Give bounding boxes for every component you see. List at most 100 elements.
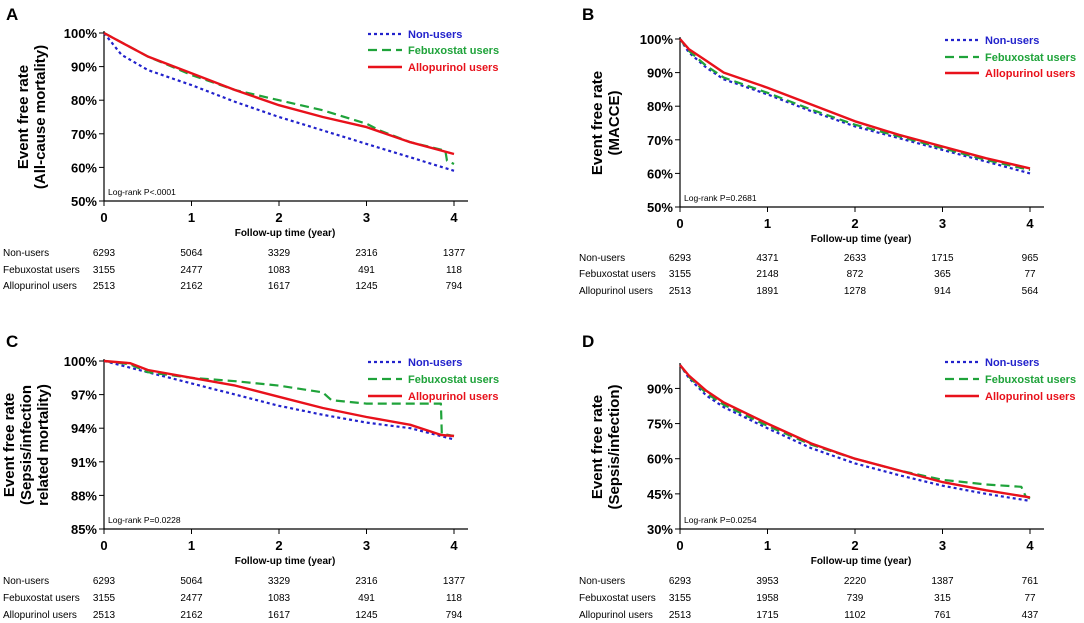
x-tick-label: 4: [1026, 216, 1034, 231]
risk-row-label: Non-users: [579, 576, 625, 587]
x-tick-label: 3: [939, 538, 946, 553]
series-line-allopurinol-users: [679, 38, 1031, 170]
y-tick-label: 100%: [64, 26, 98, 41]
panel-letter: D: [582, 332, 594, 351]
risk-row-label: Febuxostat users: [579, 269, 656, 280]
risk-cell: 365: [934, 269, 951, 280]
y-axis-label-line: Event free rate: [589, 71, 606, 175]
risk-cell: 1377: [443, 576, 466, 587]
y-tick-label: 90%: [647, 66, 673, 81]
risk-cell: 315: [934, 593, 951, 604]
risk-cell: 872: [847, 269, 864, 280]
risk-cell: 118: [446, 593, 462, 604]
legend-entry: Allopurinol users: [408, 62, 498, 74]
x-tick-label: 2: [851, 538, 858, 553]
x-tick-label: 0: [100, 538, 107, 553]
y-tick-label: 90%: [71, 60, 97, 75]
risk-cell: 1617: [268, 281, 291, 292]
x-tick-label: 3: [363, 210, 370, 225]
y-tick-label: 80%: [647, 99, 673, 114]
y-tick-label: 50%: [647, 200, 673, 215]
y-tick-label: 70%: [647, 133, 673, 148]
risk-cell: 3329: [268, 248, 291, 259]
risk-cell: 3155: [93, 593, 116, 604]
log-rank-annotation: Log-rank P=0.0228: [108, 515, 181, 525]
y-axis-label-line: (Sepsis/infection): [606, 384, 623, 509]
legend-entry: Allopurinol users: [985, 391, 1075, 403]
y-tick-label: 80%: [71, 93, 97, 108]
risk-cell: 761: [1022, 576, 1039, 587]
legend-entry: Non-users: [985, 35, 1039, 47]
x-tick-label: 1: [764, 538, 771, 553]
risk-cell: 4371: [756, 253, 779, 264]
risk-row-label: Febuxostat users: [3, 593, 80, 604]
y-tick-label: 94%: [71, 421, 97, 436]
risk-row-label: Non-users: [3, 248, 49, 259]
series-line-febuxostat-users: [679, 38, 1031, 172]
log-rank-annotation: Log-rank P=0.2681: [684, 193, 757, 203]
series-line-febuxostat-users: [103, 32, 455, 165]
y-axis-label-line: (All-cause mortality): [32, 45, 49, 189]
y-tick-label: 60%: [647, 166, 673, 181]
x-tick-label: 1: [764, 216, 771, 231]
series-line-non-users: [103, 359, 455, 441]
y-tick-label: 100%: [64, 354, 98, 369]
risk-row-label: Allopurinol users: [579, 610, 653, 621]
risk-row-label: Febuxostat users: [579, 593, 656, 604]
risk-cell: 1715: [931, 253, 954, 264]
risk-cell: 77: [1024, 269, 1036, 280]
log-rank-annotation: Log-rank P<.0001: [108, 187, 176, 197]
x-tick-label: 4: [450, 210, 458, 225]
legend-entry: Febuxostat users: [985, 374, 1076, 386]
risk-cell: 739: [847, 593, 864, 604]
risk-cell: 2513: [93, 281, 116, 292]
y-axis-label-line: related mortality): [35, 384, 52, 506]
risk-cell: 6293: [669, 253, 692, 264]
risk-cell: 77: [1024, 593, 1036, 604]
legend-entry: Non-users: [985, 357, 1039, 369]
risk-cell: 794: [446, 281, 463, 292]
series-line-non-users: [679, 38, 1031, 175]
risk-cell: 564: [1022, 286, 1039, 297]
y-tick-label: 50%: [71, 194, 97, 209]
legend-entry: Allopurinol users: [985, 68, 1075, 80]
x-tick-label: 1: [188, 210, 195, 225]
risk-cell: 1715: [756, 610, 779, 621]
risk-cell: 2513: [669, 286, 692, 297]
risk-row-label: Allopurinol users: [579, 286, 653, 297]
series-line-febuxostat-users: [679, 364, 1031, 500]
risk-cell: 6293: [93, 248, 116, 259]
risk-cell: 1377: [443, 248, 466, 259]
y-tick-label: 85%: [71, 522, 97, 537]
risk-cell: 2477: [180, 265, 203, 276]
risk-cell: 1083: [268, 593, 291, 604]
panel-a: A Event free rate (All-cause mortality) 50%…: [3, 5, 499, 292]
x-tick-label: 3: [363, 538, 370, 553]
y-axis-label-line: (MACCE): [606, 91, 623, 156]
risk-row-label: Febuxostat users: [3, 265, 80, 276]
x-tick-label: 3: [939, 216, 946, 231]
risk-cell: 965: [1022, 253, 1039, 264]
y-tick-label: 75%: [647, 417, 673, 432]
x-tick-label: 4: [1026, 538, 1034, 553]
risk-cell: 1891: [756, 286, 779, 297]
risk-cell: 1617: [268, 610, 291, 621]
risk-cell: 2513: [93, 610, 116, 621]
risk-cell: 5064: [180, 576, 203, 587]
y-tick-label: 60%: [71, 160, 97, 175]
risk-row-label: Allopurinol users: [3, 281, 77, 292]
risk-cell: 6293: [669, 576, 692, 587]
risk-cell: 3155: [669, 269, 692, 280]
risk-cell: 491: [358, 265, 375, 276]
risk-cell: 2316: [355, 576, 378, 587]
risk-cell: 3155: [669, 593, 692, 604]
panel-c: C Event free rate (Sepsis/infection related…: [1, 332, 499, 621]
panel-letter: C: [6, 332, 18, 351]
x-tick-label: 2: [275, 210, 282, 225]
risk-cell: 2316: [355, 248, 378, 259]
risk-cell: 914: [934, 286, 951, 297]
y-axis-label-line: Event free rate: [15, 65, 32, 169]
y-tick-label: 91%: [71, 455, 97, 470]
x-tick-label: 0: [100, 210, 107, 225]
